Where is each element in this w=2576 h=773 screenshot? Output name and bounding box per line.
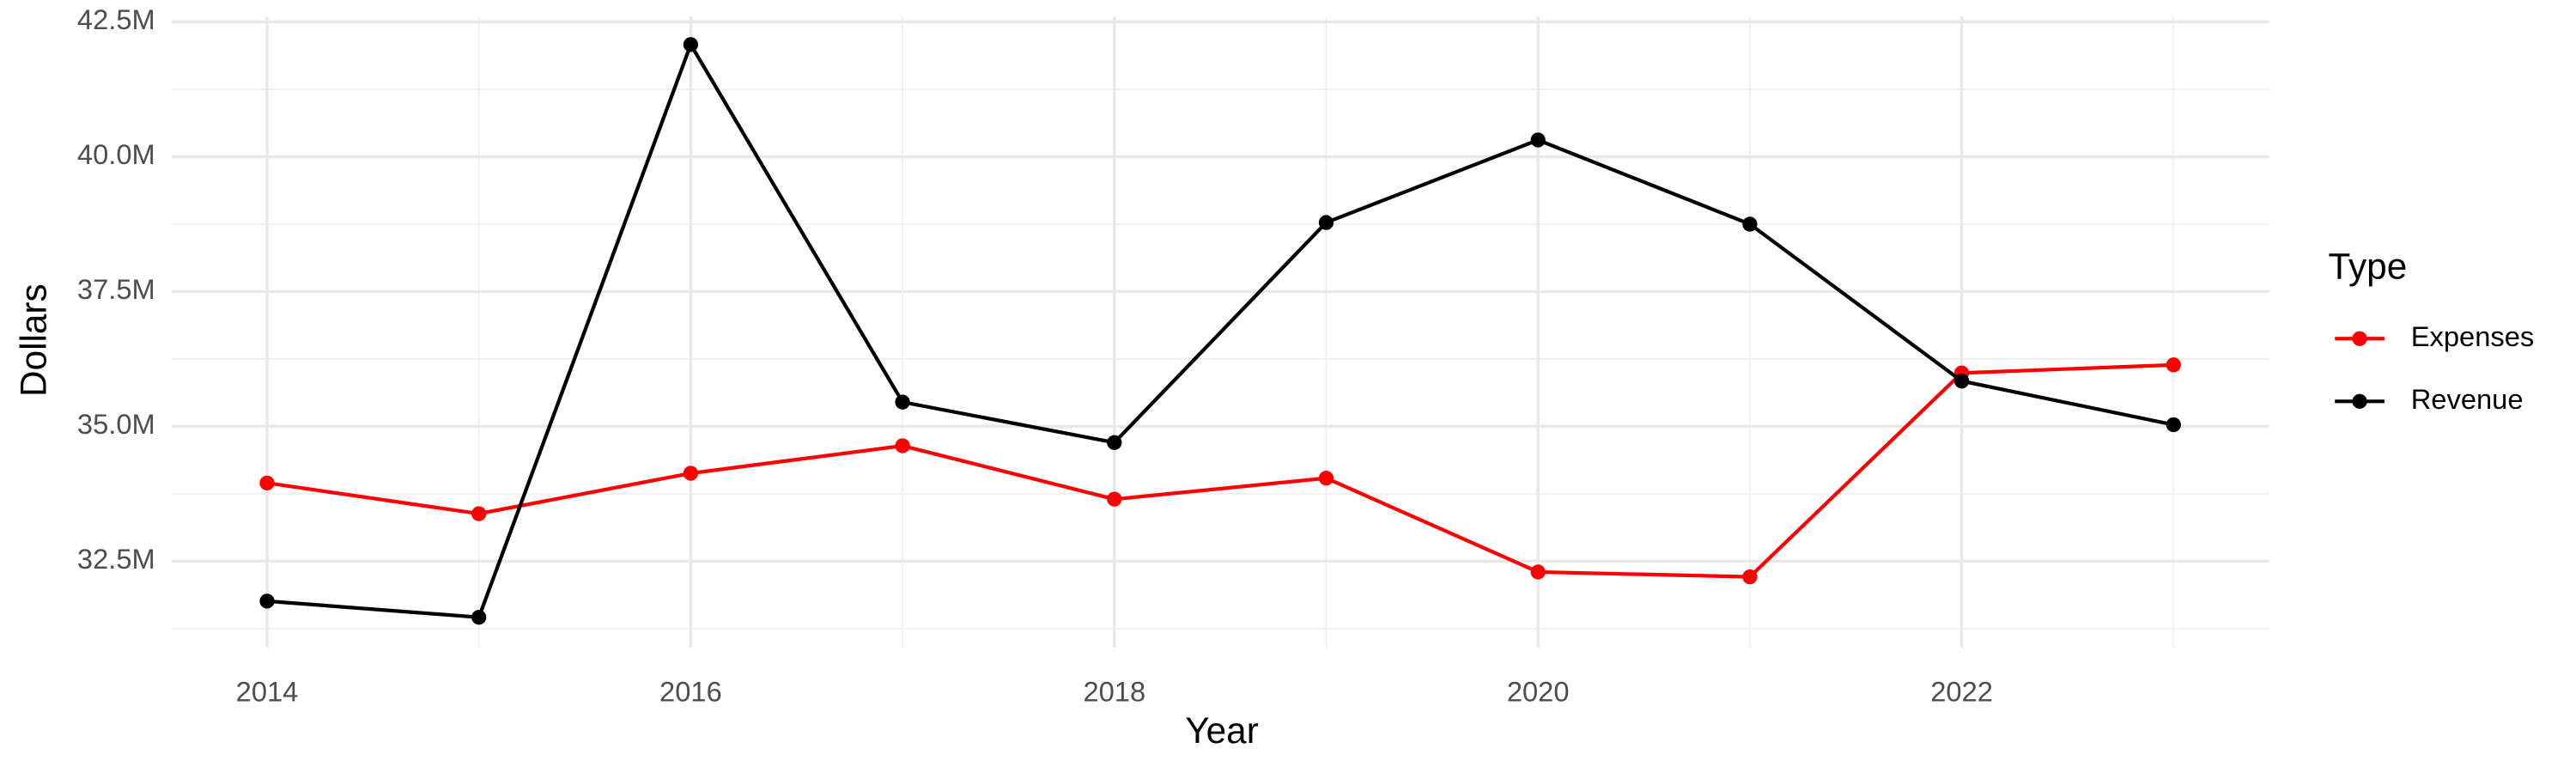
y-tick-label: 32.5M: [77, 543, 155, 575]
legend-key-point: [2352, 331, 2367, 346]
data-point: [471, 610, 487, 625]
y-tick-label: 35.0M: [77, 408, 155, 440]
legend-label: Expenses: [2411, 320, 2535, 352]
legend-label: Revenue: [2411, 383, 2524, 415]
series-line: [266, 40, 2174, 619]
legend-key-point: [2352, 393, 2367, 409]
data-point: [1107, 435, 1122, 450]
data-point: [1107, 491, 1122, 507]
data-point: [1530, 564, 1546, 580]
legend-title: Type: [2329, 247, 2408, 287]
data-point: [895, 438, 910, 453]
data-point: [259, 593, 275, 609]
x-tick-label: 2022: [1930, 675, 1993, 707]
data-point: [2166, 357, 2181, 373]
data-point: [471, 506, 487, 521]
data-point: [1742, 569, 1758, 585]
data-point: [1953, 374, 1970, 389]
data-point: [1318, 471, 1334, 486]
y-tick-label: 42.5M: [77, 3, 155, 35]
data-point: [1530, 132, 1546, 148]
x-axis-title: Year: [1185, 710, 1258, 751]
data-point: [1318, 215, 1334, 230]
grid: [172, 16, 2269, 648]
y-tick-label: 37.5M: [77, 273, 155, 305]
x-tick-label: 2018: [1083, 675, 1145, 707]
x-tick-label: 2016: [659, 675, 722, 707]
data-point: [683, 37, 699, 52]
data-point: [683, 466, 699, 481]
x-tick-label: 2020: [1507, 675, 1570, 707]
x-tick-label: 2014: [236, 675, 299, 707]
y-axis-title: Dollars: [13, 283, 53, 397]
y-tick-label: 40.0M: [77, 138, 155, 170]
data-point: [259, 475, 275, 490]
series-line: [266, 362, 2174, 579]
data-point: [1742, 216, 1758, 232]
data-point: [2166, 417, 2181, 433]
data-point: [895, 394, 910, 410]
